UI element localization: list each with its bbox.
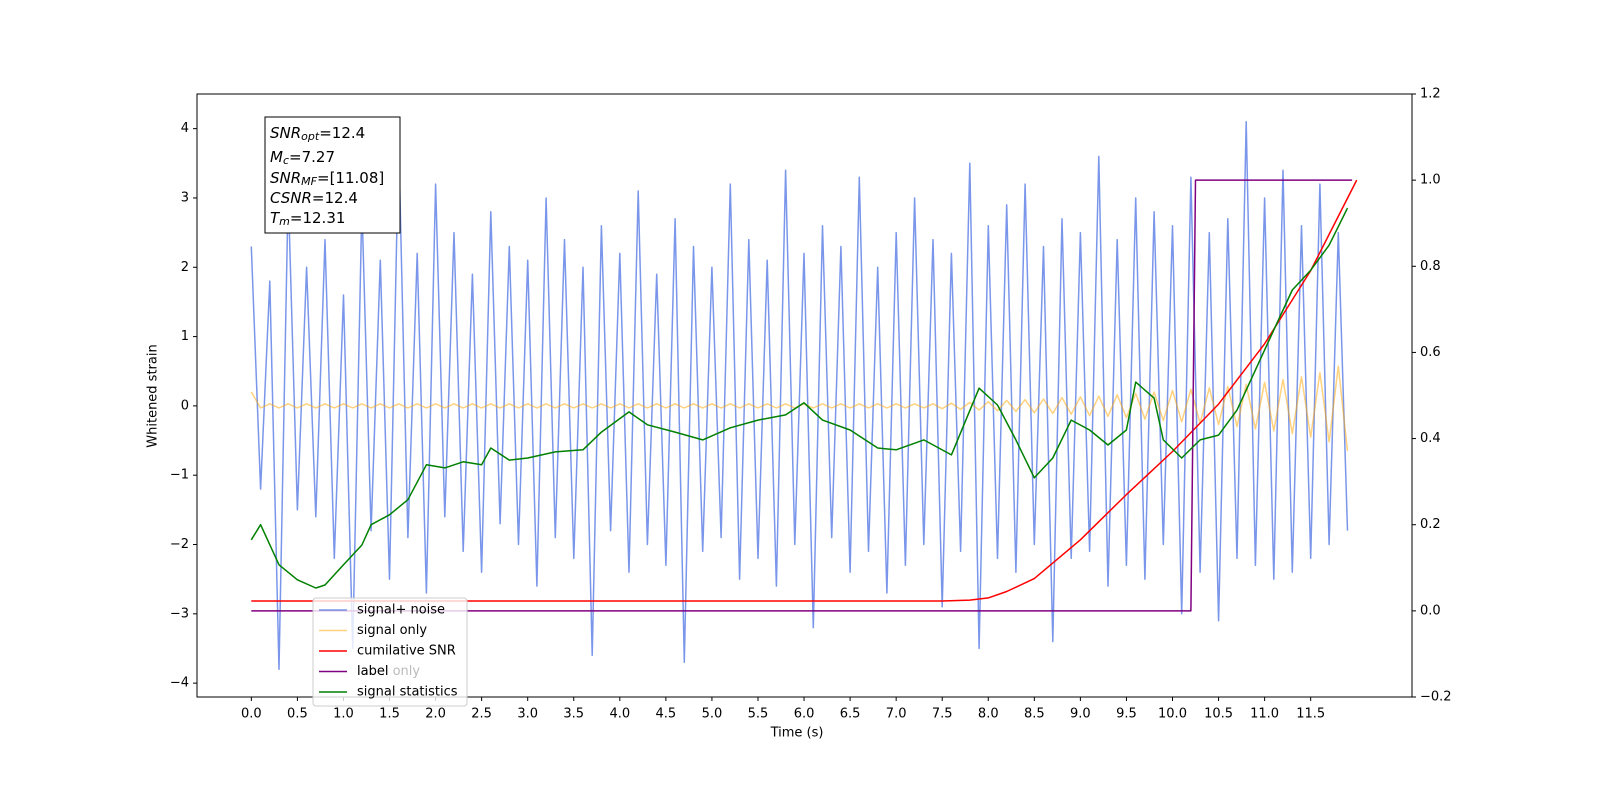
y-tick-label: 0 — [181, 398, 189, 413]
x-tick-label: 0.5 — [287, 707, 308, 722]
legend-label: signal only — [357, 623, 427, 638]
y-axis-label: Whitened strain — [146, 344, 161, 447]
y2-tick-label: 0.4 — [1420, 431, 1441, 446]
y2-tick-label: 0.6 — [1420, 345, 1441, 360]
y-tick-label: 1 — [181, 329, 189, 344]
annotation: SNRMF=[11.08] — [270, 169, 384, 189]
annotation: SNRopt=12.4 — [270, 124, 365, 144]
x-tick-label: 9.0 — [1070, 707, 1091, 722]
x-tick-label: 3.0 — [517, 707, 538, 722]
x-tick-label: 8.5 — [1024, 707, 1045, 722]
annotation: Mc=7.27 — [270, 148, 335, 168]
x-tick-label: 10.0 — [1158, 707, 1187, 722]
annotation: CSNR=12.4 — [270, 189, 358, 207]
y-tick-label: −1 — [170, 468, 189, 483]
annotation-subscript: m — [279, 215, 290, 228]
legend-label: signal+ noise — [357, 603, 445, 618]
legend-hidden-label: label only — [357, 664, 420, 679]
y-tick-label: −2 — [170, 537, 189, 552]
annotation: Tm=12.31 — [270, 209, 345, 229]
legend-label: signal statistics — [357, 685, 458, 700]
x-tick-label: 0.0 — [241, 707, 262, 722]
y2-tick-label: −0.2 — [1420, 690, 1452, 705]
x-tick-label: 3.5 — [563, 707, 584, 722]
x-axis-label: Time (s) — [770, 726, 824, 741]
annotation-box — [264, 116, 401, 234]
x-tick-label: 4.0 — [609, 707, 630, 722]
annotation-subscript: c — [283, 154, 289, 167]
annotation-subscript: opt — [301, 130, 320, 143]
x-tick-label: 10.5 — [1204, 707, 1233, 722]
x-tick-label: 8.0 — [978, 707, 999, 722]
x-tick-label: 7.5 — [932, 707, 953, 722]
x-tick-label: 9.5 — [1116, 707, 1137, 722]
legend-label: label — [357, 664, 388, 679]
series-line — [251, 179, 1353, 612]
x-tick-label: 5.0 — [702, 707, 723, 722]
x-tick-label: 6.0 — [794, 707, 815, 722]
annotation-symbol: M — [270, 148, 283, 166]
annotation-symbol: CSNR — [270, 189, 312, 207]
y2-tick-label: 1.0 — [1420, 173, 1441, 188]
series-line — [250, 207, 1349, 589]
x-tick-label: 1.0 — [333, 707, 354, 722]
annotation-value: =7.27 — [289, 148, 335, 166]
x-tick-label: 11.0 — [1250, 707, 1279, 722]
annotation-symbol: SNR — [270, 124, 301, 142]
annotation-value: =12.4 — [319, 124, 365, 142]
x-tick-label: 1.5 — [379, 707, 400, 722]
x-tick-label: 7.0 — [886, 707, 907, 722]
annotation-subscript: MF — [301, 175, 317, 188]
y2-tick-label: 0.2 — [1420, 517, 1441, 532]
annotation-symbol: T — [270, 209, 281, 227]
x-tick-label: 11.5 — [1296, 707, 1325, 722]
y-tick-label: 2 — [181, 260, 189, 275]
annotation-symbol: SNR — [270, 169, 301, 187]
x-tick-label: 2.5 — [471, 707, 492, 722]
y-tick-label: −4 — [170, 676, 189, 691]
series-line — [250, 120, 1349, 671]
y2-tick-label: 0.0 — [1420, 603, 1441, 618]
legend-box — [312, 597, 468, 707]
y-tick-label: 3 — [181, 190, 189, 205]
y2-tick-label: 0.8 — [1420, 259, 1441, 274]
legend-label: cumilative SNR — [357, 644, 456, 659]
annotation-value: =12.4 — [312, 189, 358, 207]
annotation-value: =12.31 — [290, 209, 346, 227]
y2-tick-label: 1.2 — [1420, 87, 1441, 102]
annotation-value: =[11.08] — [317, 169, 384, 187]
x-tick-label: 4.5 — [656, 707, 677, 722]
y-tick-label: −3 — [170, 606, 189, 621]
x-tick-label: 5.5 — [748, 707, 769, 722]
plot-frame — [196, 93, 1413, 698]
series-line — [251, 179, 1358, 602]
y-tick-label: 4 — [181, 121, 189, 136]
x-tick-label: 2.0 — [425, 707, 446, 722]
x-tick-label: 6.5 — [840, 707, 861, 722]
